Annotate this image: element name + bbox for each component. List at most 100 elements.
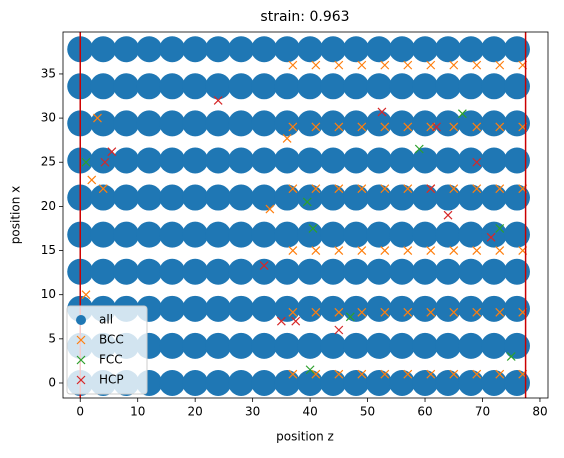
point [449, 369, 459, 379]
point [90, 184, 117, 211]
point [274, 147, 301, 174]
point [480, 110, 507, 137]
point [274, 332, 301, 359]
point [276, 316, 286, 326]
point [311, 122, 321, 132]
point [182, 36, 209, 63]
point [343, 332, 370, 359]
point [366, 221, 393, 248]
point [366, 332, 393, 359]
x-tick-label: 80 [532, 405, 547, 419]
point [311, 184, 321, 194]
point [259, 261, 269, 270]
point [251, 110, 278, 137]
point [320, 73, 347, 100]
point [412, 295, 439, 322]
point [297, 36, 324, 63]
point [228, 332, 255, 359]
x-tick-label: 50 [360, 405, 375, 419]
point [320, 36, 347, 63]
point [432, 122, 441, 132]
point [366, 147, 393, 174]
point [288, 369, 298, 379]
point [205, 258, 232, 285]
point [251, 258, 278, 285]
point [251, 73, 278, 100]
point [274, 369, 301, 396]
point [357, 60, 367, 70]
point [389, 147, 416, 174]
point [320, 258, 347, 285]
point [403, 369, 413, 379]
point [302, 197, 312, 207]
point [159, 147, 186, 174]
point [228, 73, 255, 100]
point [159, 221, 186, 248]
point [472, 184, 482, 194]
point [334, 307, 344, 317]
point [297, 147, 324, 174]
point [443, 210, 453, 220]
point [343, 221, 370, 248]
point [480, 147, 507, 174]
point [334, 122, 344, 132]
point [435, 258, 462, 285]
point [457, 221, 484, 248]
point [228, 184, 255, 211]
point [343, 36, 370, 63]
point [251, 147, 278, 174]
point [113, 36, 140, 63]
point [389, 110, 416, 137]
point [366, 36, 393, 63]
point [113, 221, 140, 248]
point [182, 110, 209, 137]
point [113, 73, 140, 100]
point [297, 295, 324, 322]
point [251, 221, 278, 248]
point [435, 110, 462, 137]
x-tick-label: 10 [130, 405, 145, 419]
point [274, 73, 301, 100]
point [357, 369, 367, 379]
point [305, 365, 315, 375]
x-tick-label: 20 [188, 405, 203, 419]
point [93, 113, 102, 123]
point [435, 147, 462, 174]
point [320, 110, 347, 137]
point [213, 96, 223, 105]
point [182, 73, 209, 100]
point [136, 221, 163, 248]
point [320, 221, 347, 248]
point [503, 184, 530, 211]
axes-frame [62, 31, 549, 399]
legend-label: HCP [99, 373, 124, 387]
x-tick-label: 40 [302, 405, 317, 419]
point [182, 332, 209, 359]
point [136, 110, 163, 137]
point [486, 232, 496, 242]
point [159, 258, 186, 285]
point [457, 147, 484, 174]
point [265, 204, 275, 214]
point [503, 147, 530, 174]
point [357, 307, 367, 317]
point [297, 369, 324, 396]
point [389, 258, 416, 285]
point [366, 369, 393, 396]
y-axis-label: position x [9, 186, 23, 244]
point [136, 36, 163, 63]
point [503, 73, 530, 100]
point [357, 246, 367, 255]
legend-box [66, 305, 148, 395]
point [449, 246, 459, 255]
point [412, 147, 439, 174]
point [297, 184, 324, 211]
legend-marker [76, 315, 86, 325]
point [472, 369, 482, 379]
point [457, 36, 484, 63]
point [274, 221, 301, 248]
legend-marker [76, 375, 86, 385]
point [100, 157, 110, 167]
point [136, 73, 163, 100]
